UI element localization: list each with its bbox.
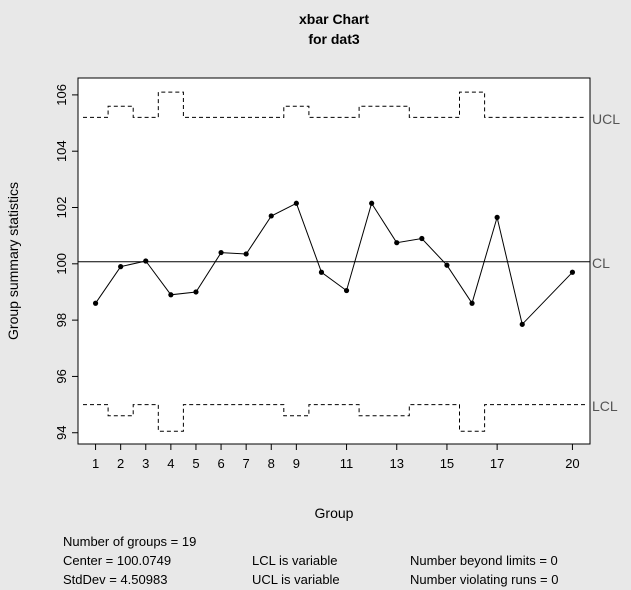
y-axis: 94 96 98 100 102 104 106	[54, 84, 79, 440]
lcl-line	[83, 404, 585, 432]
stat-ucl: UCL is variable	[252, 572, 340, 587]
data-point	[293, 200, 299, 206]
x-tick-label: 9	[293, 456, 300, 471]
y-axis-label: Group summary statistics	[5, 182, 21, 340]
y-tick-label: 100	[54, 253, 69, 275]
cl-label: CL	[592, 255, 610, 271]
data-point	[444, 262, 450, 268]
control-limits	[83, 91, 585, 432]
data-point	[519, 321, 525, 327]
data-point	[394, 240, 400, 246]
data-point	[268, 213, 274, 219]
y-tick-label: 94	[54, 426, 69, 440]
data-point	[318, 269, 325, 275]
stat-beyond-limits: Number beyond limits = 0	[410, 553, 558, 568]
data-point	[243, 251, 249, 257]
x-tick-label: 17	[490, 456, 504, 471]
x-tick-label: 6	[217, 456, 224, 471]
lcl-label: LCL	[592, 398, 618, 414]
data-point	[143, 258, 149, 264]
y-tick-label: 106	[54, 84, 69, 106]
data-point	[343, 287, 350, 294]
x-tick-label: 1	[92, 456, 99, 471]
y-tick-label: 104	[54, 140, 69, 162]
y-tick-label: 96	[54, 369, 69, 383]
x-tick-label: 5	[192, 456, 199, 471]
x-axis: 1 2 3 4 5 6 7 8 9 11 13 15 17 20	[92, 443, 580, 471]
x-tick-label: 7	[243, 456, 250, 471]
x-tick-label: 13	[390, 456, 404, 471]
data-point	[419, 235, 425, 242]
x-axis-label: Group	[315, 505, 354, 521]
x-tick-label: 3	[142, 456, 149, 471]
stat-center: Center = 100.0749	[63, 553, 172, 568]
x-tick-label: 11	[340, 456, 354, 471]
data-point	[92, 300, 99, 306]
x-tick-label: 2	[117, 456, 124, 471]
x-tick-label: 20	[565, 456, 579, 471]
stat-number-of-groups: Number of groups = 19	[63, 534, 197, 549]
ucl-label: UCL	[592, 111, 620, 127]
data-point	[218, 249, 224, 256]
x-tick-label: 8	[268, 456, 275, 471]
data-point	[369, 200, 375, 206]
x-tick-label: 15	[440, 456, 454, 471]
chart-subtitle: for dat3	[308, 31, 360, 47]
x-tick-label: 4	[167, 456, 174, 471]
data-point	[168, 292, 174, 298]
stat-violating-runs: Number violating runs = 0	[410, 572, 559, 587]
plot-area	[77, 77, 591, 445]
chart-title: xbar Chart	[299, 11, 369, 27]
data-point	[569, 269, 576, 275]
y-tick-label: 102	[54, 197, 69, 219]
data-series	[92, 200, 576, 327]
stat-stddev: StdDev = 4.50983	[63, 572, 168, 587]
data-point	[494, 214, 500, 220]
y-tick-label: 98	[54, 313, 69, 327]
data-point	[469, 300, 475, 306]
data-point	[193, 289, 199, 295]
data-point	[118, 264, 124, 270]
stat-lcl: LCL is variable	[252, 553, 338, 568]
